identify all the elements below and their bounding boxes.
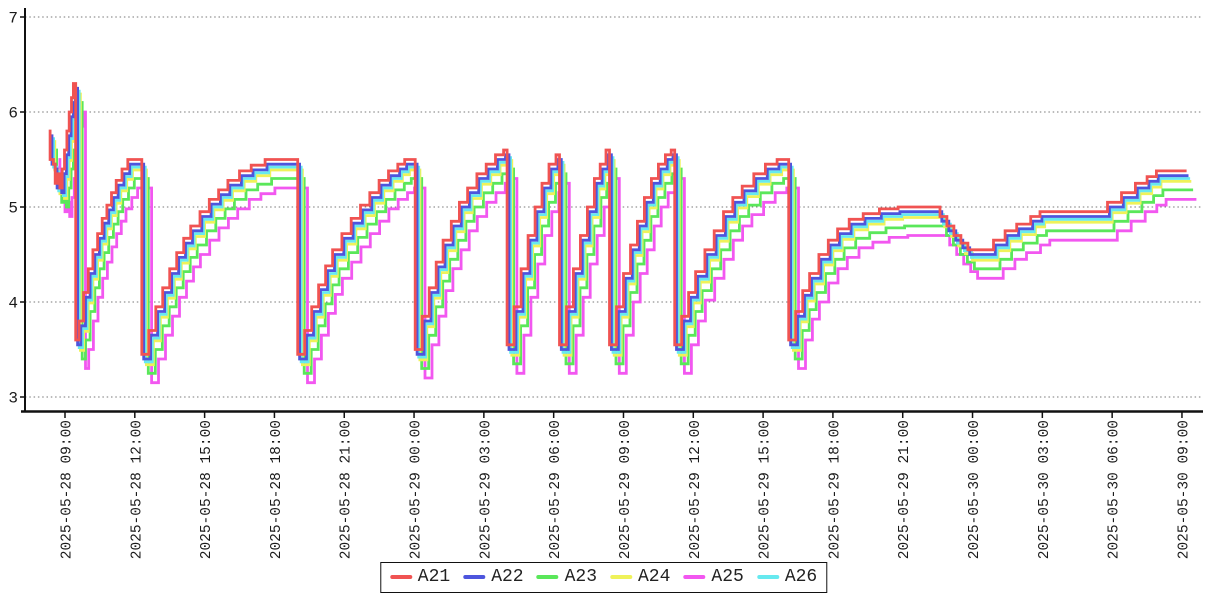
legend-item-a21: A21 (389, 566, 451, 588)
y-tick-label: 4 (8, 295, 18, 313)
x-tick-label: 2025-05-29 15:00 (758, 420, 774, 559)
x-tick-label: 2025-05-28 12:00 (129, 420, 145, 559)
y-tick-label: 5 (8, 200, 18, 218)
series-line-a23 (55, 101, 1194, 375)
x-tick-label: 2025-05-29 00:00 (409, 420, 425, 559)
legend-label-a26: A26 (784, 567, 818, 587)
x-tick-label: 2025-05-29 03:00 (478, 420, 494, 559)
legend-item-a25: A25 (683, 566, 744, 588)
legend-swatch-a22 (463, 575, 486, 579)
x-tick-label: 2025-05-30 00:00 (967, 420, 983, 559)
series-line-a21 (48, 82, 1187, 356)
legend-swatch-a24 (610, 575, 632, 579)
y-tick-label: 7 (8, 10, 18, 28)
x-tick-label: 2025-05-28 09:00 (60, 420, 76, 559)
x-tick-label: 2025-05-29 12:00 (688, 420, 704, 559)
series-line-a26 (52, 89, 1191, 364)
x-tick-label: 2025-05-30 09:00 (1176, 420, 1192, 559)
x-tick-label: 2025-05-30 06:00 (1107, 420, 1123, 559)
legend-swatch-a25 (683, 575, 706, 579)
y-tick-label: 6 (8, 105, 18, 123)
legend-item-a24: A24 (610, 566, 670, 588)
legend-label-a24: A24 (638, 567, 671, 587)
legend-swatch-a23 (536, 575, 559, 579)
legend-label-a23: A23 (564, 567, 597, 587)
x-tick-label: 2025-05-28 18:00 (269, 420, 285, 559)
legend-label-a22: A22 (491, 567, 524, 587)
x-tick-label: 2025-05-28 15:00 (199, 420, 215, 559)
x-tick-label: 2025-05-30 03:00 (1037, 420, 1053, 559)
legend-item-a26: A26 (756, 566, 818, 588)
x-tick-label: 2025-05-28 21:00 (339, 420, 355, 559)
legend-label-a25: A25 (711, 567, 744, 587)
x-tick-label: 2025-05-29 09:00 (618, 420, 634, 559)
series-line-a22 (50, 86, 1189, 361)
x-tick-label: 2025-05-29 21:00 (897, 420, 913, 559)
y-tick-label: 3 (8, 390, 18, 408)
series-line-a25 (58, 110, 1197, 385)
legend-swatch-a21 (389, 575, 412, 579)
legend-item-a23: A23 (536, 566, 597, 588)
legend-label-a21: A21 (417, 567, 451, 587)
x-tick-label: 2025-05-29 18:00 (827, 420, 843, 559)
x-tick-label: 2025-05-29 06:00 (548, 420, 564, 559)
chart-legend: A21 A22 A23 A24 A25 A26 (379, 562, 828, 593)
legend-swatch-a26 (756, 575, 779, 579)
legend-item-a22: A22 (463, 566, 524, 588)
